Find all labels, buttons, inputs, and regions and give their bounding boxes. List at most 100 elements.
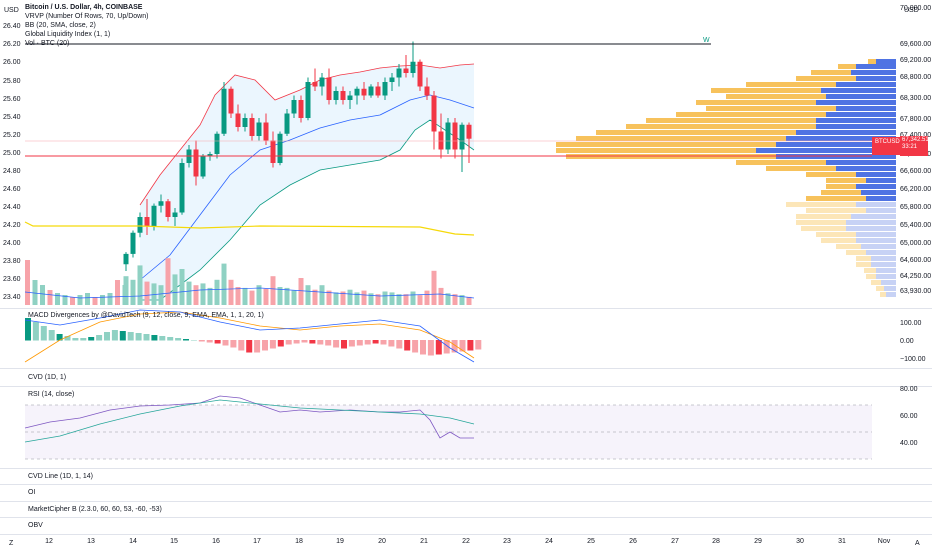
rsi-label[interactable]: RSI (14, close) [28, 391, 75, 398]
right-axis-tick: 67,800.00 [900, 116, 932, 123]
volume-bar [396, 294, 402, 305]
candle-body [382, 82, 388, 96]
cvd-line-label[interactable]: CVD Line (1D, 1, 14) [28, 473, 93, 480]
rsi-line [24, 395, 474, 439]
candle-body [403, 68, 409, 73]
vp-down-bar [866, 250, 896, 255]
vp-up-bar [576, 136, 786, 141]
vp-up-bar [866, 274, 876, 279]
vp-down-bar [856, 232, 896, 237]
vp-up-bar [806, 172, 856, 177]
w-marker: W [703, 37, 710, 44]
right-axis-tick: 68,800.00 [900, 74, 932, 81]
vp-down-bar [861, 244, 896, 249]
pane-divider[interactable] [0, 501, 932, 502]
vp-up-bar [826, 178, 866, 183]
vp-down-bar [851, 214, 896, 219]
candle-body [228, 88, 234, 114]
vp-up-bar [796, 76, 856, 81]
candle-body [312, 82, 318, 87]
volume-bar [200, 283, 206, 305]
volume-bar [459, 295, 465, 305]
volume-profile [556, 59, 896, 297]
candle-body [326, 77, 332, 100]
chart-title[interactable]: Bitcoin / U.S. Dollar, 4h, COINBASE [25, 4, 143, 11]
vp-up-bar [736, 160, 826, 165]
macd-bar [388, 340, 395, 347]
volume-bar [438, 287, 444, 305]
macd-bar [135, 333, 142, 341]
time-tick: 27 [671, 538, 679, 545]
time-tick: Nov [877, 538, 891, 545]
vp-down-bar [866, 196, 896, 201]
vp-down-bar [886, 292, 896, 297]
candle-body [123, 253, 129, 265]
oi-label[interactable]: OI [28, 489, 36, 496]
macd-pane [24, 309, 482, 363]
pane-divider[interactable] [0, 386, 932, 387]
left-axis-tick: 24.40 [3, 204, 21, 211]
macd-bar [396, 340, 403, 349]
pane-divider[interactable] [0, 484, 932, 485]
macd-label[interactable]: MACD Divergences by @DavidTech (9, 12, c… [28, 312, 264, 319]
indicator-bb[interactable]: BB (20, SMA, close, 2) [25, 22, 96, 29]
volume-bar [221, 263, 227, 305]
volume-bar [62, 295, 68, 305]
volume-bar [207, 287, 213, 305]
volume-bar [172, 274, 178, 305]
macd-bar [127, 332, 134, 341]
marketcipher-label[interactable]: MarketCipher B (2.3.0, 60, 60, 53, -60, … [28, 506, 162, 513]
candle-body [417, 61, 423, 87]
timezone-button[interactable]: Z [9, 540, 14, 547]
vp-down-bar [881, 280, 896, 285]
left-axis-tick: 24.80 [3, 168, 21, 175]
left-axis-tick: 26.00 [3, 59, 21, 66]
volume-bar [333, 292, 339, 305]
volume-bar [375, 294, 381, 305]
macd-bar [372, 340, 379, 344]
left-currency-label: USD [4, 7, 19, 14]
candle-body [200, 156, 206, 177]
pane-divider[interactable] [0, 534, 932, 535]
auto-scale-button[interactable]: A [915, 540, 920, 547]
candles [123, 41, 472, 271]
volume-bar [452, 294, 458, 305]
macd-bar [254, 340, 261, 353]
vp-down-bar [826, 94, 896, 99]
cvd-label[interactable]: CVD (1D, 1) [28, 374, 67, 381]
volume-bar [214, 279, 220, 305]
time-tick: 18 [295, 538, 303, 545]
vp-down-bar [871, 256, 896, 261]
liquidity-line [24, 221, 475, 236]
time-tick: 24 [545, 538, 553, 545]
volume-bar [382, 291, 388, 305]
vp-down-bar [826, 112, 896, 117]
pane-divider[interactable] [0, 517, 932, 518]
candle-body [207, 154, 213, 157]
volume-bar [70, 297, 75, 305]
current-price-value-box: 67,342.51 33:21 [900, 136, 929, 156]
vp-up-bar [696, 100, 816, 105]
time-tick: 20 [378, 538, 386, 545]
volume-bar [85, 293, 90, 305]
volume-bar [47, 290, 53, 305]
macd-bar [206, 340, 213, 343]
pane-divider[interactable] [0, 468, 932, 469]
candle-body [130, 232, 136, 254]
bb-lower [140, 119, 475, 301]
macd-bar [48, 330, 55, 341]
vp-down-bar [816, 118, 896, 123]
volume-bar [186, 281, 192, 305]
volume-bar [305, 285, 311, 305]
obv-label[interactable]: OBV [28, 522, 43, 529]
candle-body [249, 118, 255, 136]
indicator-liquidity[interactable]: Global Liquidity Index (1, 1) [25, 31, 111, 38]
right-axis-tick: 63,930.00 [900, 288, 932, 295]
rsi-tick: 80.00 [900, 386, 918, 393]
current-price-tag: BTCUSD [872, 137, 900, 155]
pane-divider[interactable] [0, 368, 932, 369]
indicator-vrvp[interactable]: VRVP (Number Of Rows, 70, Up/Down) [25, 13, 149, 20]
vp-down-bar [816, 100, 896, 105]
pane-divider[interactable] [0, 308, 932, 309]
